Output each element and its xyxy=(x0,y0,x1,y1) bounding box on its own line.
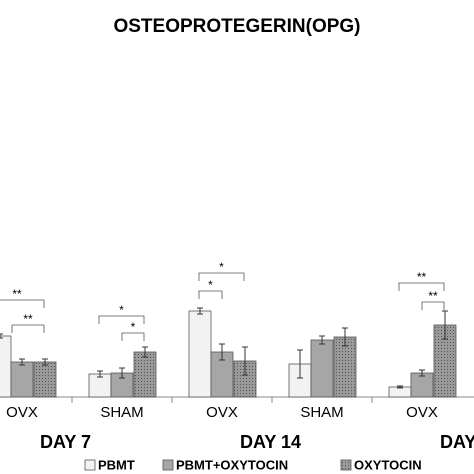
significance-bracket xyxy=(11,324,45,333)
error-bar xyxy=(442,310,448,340)
significance-label: * xyxy=(208,278,213,292)
significance-label: ** xyxy=(23,312,33,326)
significance-label: ** xyxy=(417,270,427,284)
significance-bracket xyxy=(121,332,145,341)
significance-label: * xyxy=(119,303,124,317)
legend-label: PBMT+OXYTOCIN xyxy=(176,457,288,472)
significance-bracket xyxy=(98,315,145,324)
error-bar xyxy=(319,335,325,345)
error-bar xyxy=(119,367,125,379)
significance-bracket xyxy=(198,290,223,299)
x-tick-label: OVX xyxy=(406,404,438,421)
x-tick-label: OVX xyxy=(206,404,238,421)
error-bar xyxy=(397,385,403,389)
day-label: DAY 7 xyxy=(40,432,91,452)
significance-bracket xyxy=(0,299,45,308)
legend-label: OXYTOCIN xyxy=(354,457,422,472)
bar xyxy=(188,310,212,398)
error-bar xyxy=(342,327,348,347)
error-bar xyxy=(97,370,103,378)
error-bar xyxy=(142,346,148,358)
bar xyxy=(310,339,334,398)
bar xyxy=(133,351,157,398)
error-bar xyxy=(419,369,425,377)
x-tick-label: SHAM xyxy=(100,404,143,421)
significance-bracket xyxy=(421,301,445,310)
bar xyxy=(0,335,12,398)
error-bar xyxy=(19,358,25,366)
legend-label: PBMT xyxy=(98,457,135,472)
error-bar xyxy=(219,343,225,361)
significance-label: * xyxy=(131,320,136,334)
chart-title: OSTEOPROTEGERIN(OPG) xyxy=(113,16,360,37)
significance-label: * xyxy=(219,260,224,274)
error-bar xyxy=(297,349,303,379)
significance-label: ** xyxy=(12,287,22,301)
day-label: DAY xyxy=(440,432,474,452)
significance-bracket xyxy=(198,272,245,281)
error-bar xyxy=(197,307,203,315)
bar xyxy=(10,361,34,398)
significance-label: ** xyxy=(428,289,438,303)
error-bar xyxy=(42,358,48,366)
legend-swatch xyxy=(340,459,352,471)
legend-swatch xyxy=(84,459,96,471)
significance-bracket xyxy=(398,282,445,291)
error-bar xyxy=(0,333,3,339)
bar xyxy=(33,361,57,398)
legend-swatch xyxy=(162,459,174,471)
error-bar xyxy=(242,346,248,376)
x-tick-label: OVX xyxy=(6,404,38,421)
x-tick-label: SHAM xyxy=(300,404,343,421)
day-label: DAY 14 xyxy=(240,432,301,452)
bar xyxy=(410,372,434,398)
